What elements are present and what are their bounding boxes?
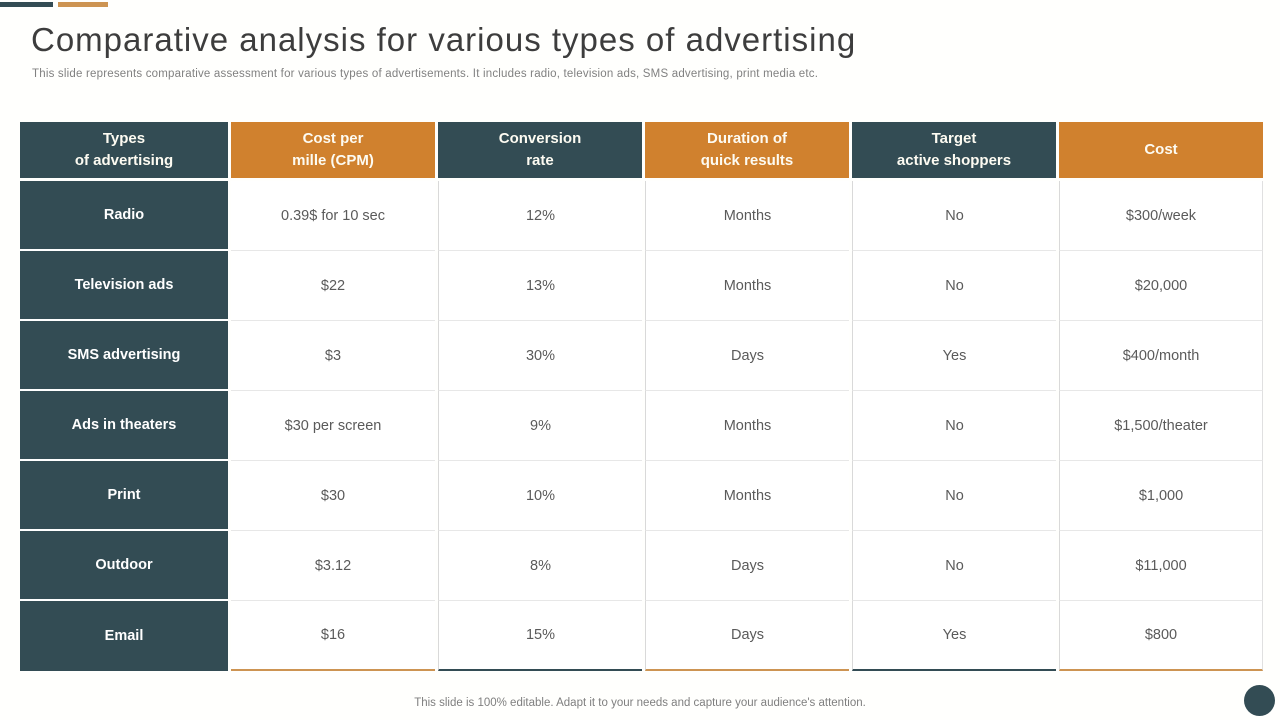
- table-row: Print $30 10% Months No $1,000: [20, 461, 1263, 531]
- cell-duration: Months: [645, 461, 849, 531]
- editable-note: This slide is 100% editable. Adapt it to…: [414, 697, 866, 709]
- cell-conversion: 8%: [438, 531, 642, 601]
- cell-duration: Days: [645, 531, 849, 601]
- cell-cpm: $3.12: [231, 531, 435, 601]
- column-header-conversion: Conversion rate: [438, 122, 642, 178]
- table-row: Email $16 15% Days Yes $800: [20, 601, 1263, 671]
- cell-conversion: 15%: [438, 601, 642, 671]
- table-row: Ads in theaters $30 per screen 9% Months…: [20, 391, 1263, 461]
- cell-cpm: $22: [231, 251, 435, 321]
- cell-target: No: [852, 531, 1056, 601]
- slide-subtitle: This slide represents comparative assess…: [32, 68, 819, 80]
- cell-cost: $800: [1059, 601, 1263, 671]
- table-row: Outdoor $3.12 8% Days No $11,000: [20, 531, 1263, 601]
- cell-cost: $20,000: [1059, 251, 1263, 321]
- cell-target: No: [852, 181, 1056, 251]
- cell-duration: Months: [645, 181, 849, 251]
- cell-cpm: $3: [231, 321, 435, 391]
- table-row: Television ads $22 13% Months No $20,000: [20, 251, 1263, 321]
- column-header-cost: Cost: [1059, 122, 1263, 178]
- column-header-duration: Duration of quick results: [645, 122, 849, 178]
- cell-type: SMS advertising: [20, 321, 228, 391]
- cell-cpm: $30: [231, 461, 435, 531]
- cell-duration: Months: [645, 251, 849, 321]
- comparison-table: Types of advertising Cost per mille (CPM…: [20, 122, 1263, 671]
- cell-target: No: [852, 251, 1056, 321]
- cell-duration: Days: [645, 601, 849, 671]
- table-row: SMS advertising $3 30% Days Yes $400/mon…: [20, 321, 1263, 391]
- cell-target: No: [852, 391, 1056, 461]
- column-header-types: Types of advertising: [20, 122, 228, 178]
- cell-conversion: 12%: [438, 181, 642, 251]
- cell-type: Print: [20, 461, 228, 531]
- accent-bar-teal: [0, 2, 53, 7]
- cell-conversion: 9%: [438, 391, 642, 461]
- table-header-row: Types of advertising Cost per mille (CPM…: [20, 122, 1263, 178]
- cell-target: Yes: [852, 601, 1056, 671]
- cell-cost: $11,000: [1059, 531, 1263, 601]
- cell-cost: $400/month: [1059, 321, 1263, 391]
- cell-type: Email: [20, 601, 228, 671]
- cell-cpm: 0.39$ for 10 sec: [231, 181, 435, 251]
- page-title: Comparative analysis for various types o…: [31, 21, 857, 58]
- cell-cpm: $16: [231, 601, 435, 671]
- cell-duration: Days: [645, 321, 849, 391]
- cell-conversion: 13%: [438, 251, 642, 321]
- cell-duration: Months: [645, 391, 849, 461]
- cell-cpm: $30 per screen: [231, 391, 435, 461]
- cell-cost: $1,500/theater: [1059, 391, 1263, 461]
- cell-cost: $300/week: [1059, 181, 1263, 251]
- column-header-cpm: Cost per mille (CPM): [231, 122, 435, 178]
- cell-type: Ads in theaters: [20, 391, 228, 461]
- table-row: Radio 0.39$ for 10 sec 12% Months No $30…: [20, 181, 1263, 251]
- cell-target: No: [852, 461, 1056, 531]
- accent-bar-orange: [58, 2, 108, 7]
- column-header-target: Target active shoppers: [852, 122, 1056, 178]
- cell-cost: $1,000: [1059, 461, 1263, 531]
- cell-target: Yes: [852, 321, 1056, 391]
- corner-dot-decoration: [1244, 685, 1275, 716]
- cell-type: Radio: [20, 181, 228, 251]
- cell-conversion: 10%: [438, 461, 642, 531]
- cell-type: Outdoor: [20, 531, 228, 601]
- cell-conversion: 30%: [438, 321, 642, 391]
- cell-type: Television ads: [20, 251, 228, 321]
